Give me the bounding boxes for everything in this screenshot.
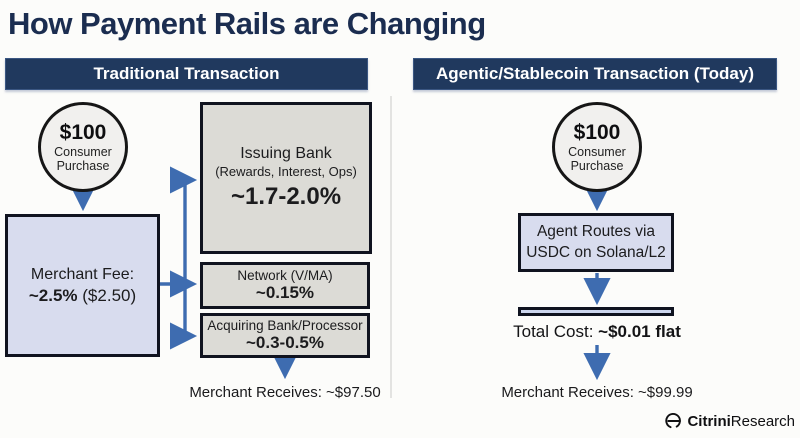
merchant-fee-dollars: ($2.50) [77, 285, 137, 305]
acquiring-bank-box: Acquiring Bank/Processor ~0.3-0.5% [200, 313, 370, 358]
total-cost-line: Total Cost: ~$0.01 flat [497, 322, 697, 342]
purchase-amount: $100 [573, 121, 621, 145]
citrini-logo-icon [665, 412, 682, 429]
issuing-bank-fee: ~1.7-2.0% [230, 182, 342, 210]
merchant-fee-value: ~2.5% ($2.50) [29, 285, 136, 306]
issuing-bank-subtitle: (Rewards, Interest, Ops) [215, 164, 357, 180]
merchant-fee-box: Merchant Fee: ~2.5% ($2.50) [5, 214, 160, 357]
purchase-amount: $100 [59, 121, 107, 145]
merchant-fee-label: Merchant Fee: [30, 265, 135, 283]
agent-routes-line2: USDC on Solana/L2 [526, 243, 666, 261]
connector-merchant-branch [160, 180, 187, 336]
column-divider [390, 96, 392, 398]
consumer-purchase-circle-traditional: $100 Consumer Purchase [38, 102, 128, 192]
brand-name-regular: Research [730, 412, 795, 430]
purchase-label-line1: Consumer [568, 144, 626, 159]
network-box: Network (V/MA) ~0.15% [200, 262, 370, 309]
network-title: Network (V/MA) [237, 267, 333, 283]
network-fee: ~0.15% [255, 283, 315, 303]
brand-name-bold: Citrini [687, 412, 731, 430]
acquiring-fee: ~0.3-0.5% [246, 333, 324, 353]
purchase-label-line1: Consumer [54, 144, 112, 159]
brand-name: CitriniResearch [687, 413, 795, 430]
merchant-fee-percent: ~2.5% [28, 285, 78, 305]
agent-routes-line1: Agent Routes via [536, 223, 656, 241]
citrini-research-logo: CitriniResearch [665, 412, 795, 430]
issuing-bank-box: Issuing Bank (Rewards, Interest, Ops) ~1… [200, 102, 372, 254]
issuing-bank-title: Issuing Bank [240, 145, 332, 163]
purchase-label-line2: Purchase [56, 158, 110, 173]
acquiring-title: Acquiring Bank/Processor [207, 317, 363, 333]
purchase-label-line2: Purchase [570, 158, 624, 173]
total-cost-value: ~$0.01 flat [598, 322, 681, 341]
consumer-purchase-circle-agentic: $100 Consumer Purchase [552, 102, 642, 192]
page-title: How Payment Rails are Changing [8, 6, 486, 41]
merchant-receives-traditional: Merchant Receives: ~$97.50 [189, 384, 381, 401]
agent-routes-box: Agent Routes via USDC on Solana/L2 [518, 213, 674, 272]
total-cost-bar [518, 307, 674, 316]
merchant-receives-agentic: Merchant Receives: ~$99.99 [501, 384, 693, 401]
total-cost-label: Total Cost: [513, 322, 599, 341]
agentic-panel-header: Agentic/Stablecoin Transaction (Today) [413, 58, 777, 90]
traditional-panel-header: Traditional Transaction [5, 58, 368, 90]
